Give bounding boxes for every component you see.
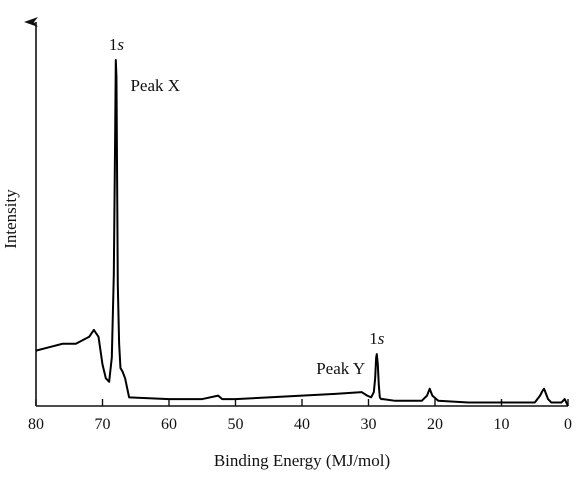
- x-tick-label-70: 70: [95, 416, 111, 433]
- annotation-3: Peak Y: [316, 359, 365, 378]
- x-tick-label-10: 10: [494, 416, 510, 433]
- series-layer: [35, 59, 569, 407]
- x-tick-label-60: 60: [161, 416, 177, 433]
- y-axis-title: Intensity: [1, 189, 20, 249]
- annotation-0: 1s: [109, 35, 125, 54]
- x-tick-label-80: 80: [28, 416, 44, 433]
- x-tick-label-30: 30: [361, 416, 377, 433]
- x-tick-labels: 80 70 60 50 40 30 20 10 0: [28, 416, 572, 433]
- spectrum-line-0: [35, 59, 569, 407]
- x-tick-label-0: 0: [564, 416, 572, 433]
- x-tick-label-50: 50: [228, 416, 244, 433]
- x-tick-label-20: 20: [427, 416, 443, 433]
- annotation-1: Peak X: [130, 76, 180, 95]
- x-tick-label-40: 40: [294, 416, 310, 433]
- x-axis-title: Binding Energy (MJ/mol): [214, 451, 390, 470]
- annotation-2: 1s: [369, 329, 385, 348]
